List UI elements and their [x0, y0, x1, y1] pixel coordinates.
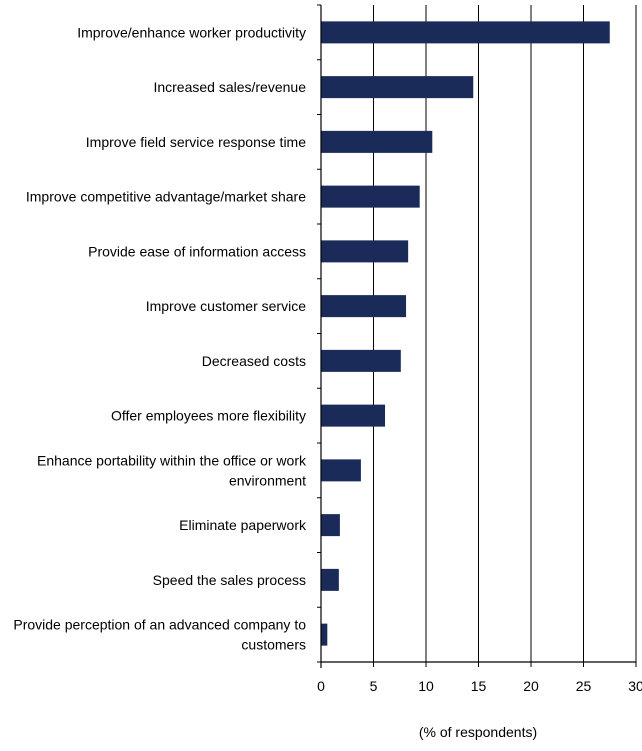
category-label-line: Decreased costs [202, 353, 306, 369]
axes [317, 4, 637, 668]
bar-9 [321, 459, 361, 482]
category-label-line: environment [229, 472, 306, 488]
bar-2 [321, 76, 474, 99]
bar-12 [321, 623, 328, 646]
tick-labels: 0 5 10 15 20 25 30 [317, 678, 642, 694]
bar-4 [321, 185, 420, 208]
category-label-line: Improve field service response time [86, 134, 306, 150]
x-axis-title: (% of respondents) [419, 724, 537, 740]
category-label-7: Decreased costs [202, 353, 306, 369]
bar-10 [321, 514, 340, 537]
category-label-8: Offer employees more flexibility [111, 408, 306, 424]
category-label-6: Improve customer service [146, 298, 306, 314]
gridlines [373, 5, 637, 662]
bar-3 [321, 130, 433, 153]
category-label-line: Improve competitive advantage/market sha… [26, 189, 306, 205]
category-label-line: Speed the sales process [153, 572, 306, 588]
category-label-line: Provide ease of information access [88, 243, 306, 259]
x-tick-label-0: 0 [317, 678, 325, 694]
category-label-10: Eliminate paperwork [179, 517, 307, 533]
bar-11 [321, 568, 339, 591]
category-label-9: Enhance portability within the office or… [37, 452, 307, 488]
category-label-1: Improve/enhance worker productivity [77, 24, 306, 40]
bar-5 [321, 240, 409, 263]
category-label-line: Increased sales/revenue [153, 79, 306, 95]
category-labels: Improve/enhance worker productivity Incre… [13, 24, 307, 652]
x-tick-label-20: 20 [523, 678, 539, 694]
category-label-line: Enhance portability within the office or… [37, 452, 307, 468]
category-label-line: customers [241, 637, 306, 653]
x-tick-label-30: 30 [628, 678, 642, 694]
category-label-line: Offer employees more flexibility [111, 408, 306, 424]
category-label-2: Increased sales/revenue [153, 79, 306, 95]
category-label-line: Improve/enhance worker productivity [77, 24, 306, 40]
x-tick-label-10: 10 [418, 678, 434, 694]
bars [321, 21, 610, 646]
x-tick-label-25: 25 [576, 678, 592, 694]
category-label-11: Speed the sales process [153, 572, 306, 588]
category-label-3: Improve field service response time [86, 134, 306, 150]
category-label-line: Provide perception of an advanced compan… [13, 617, 306, 633]
category-label-12: Provide perception of an advanced compan… [13, 617, 306, 653]
x-tick-label-5: 5 [370, 678, 378, 694]
x-tick-label-15: 15 [471, 678, 487, 694]
category-label-5: Provide ease of information access [88, 243, 306, 259]
bar-7 [321, 349, 401, 372]
category-label-line: Improve customer service [146, 298, 306, 314]
bar-8 [321, 404, 386, 427]
category-label-line: Eliminate paperwork [179, 517, 307, 533]
bar-6 [321, 295, 407, 318]
category-label-4: Improve competitive advantage/market sha… [26, 189, 306, 205]
bar-1 [321, 21, 610, 44]
